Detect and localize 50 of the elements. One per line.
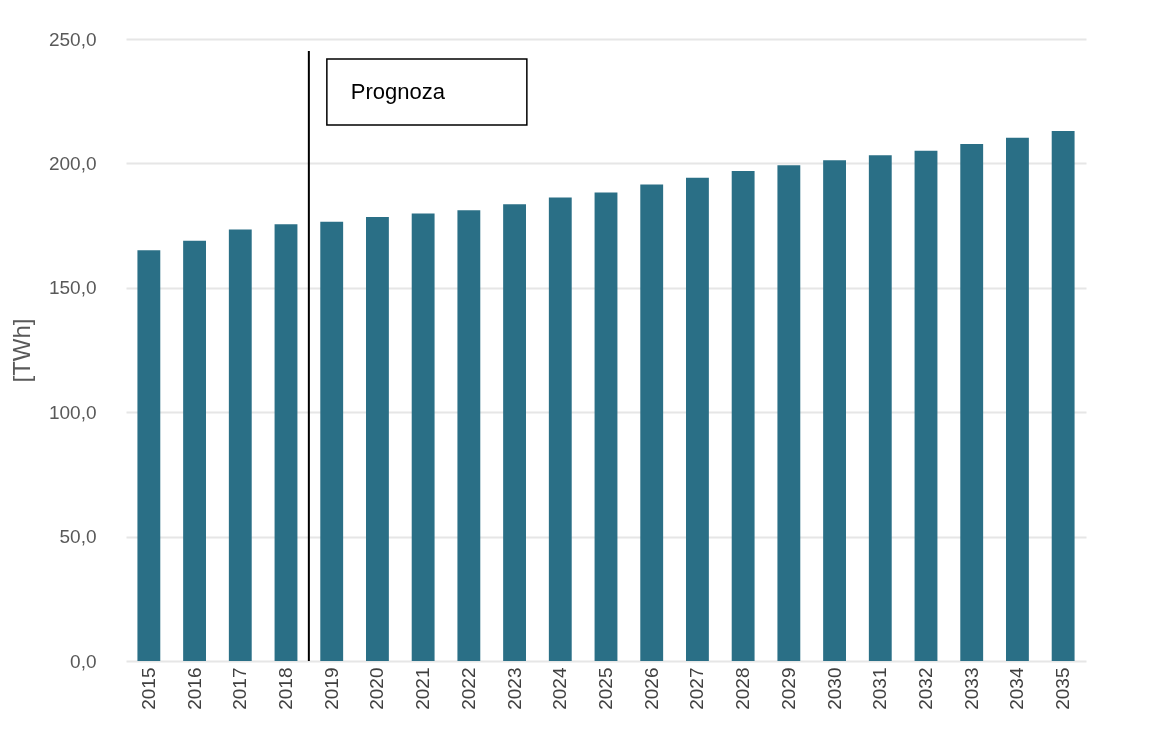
bar — [503, 204, 526, 661]
x-tick-label: 2020 — [366, 667, 388, 710]
bar — [548, 197, 572, 661]
bar — [411, 213, 435, 661]
y-axis-title: [TWh] — [7, 318, 35, 383]
x-tick-label: 2028 — [732, 667, 754, 710]
x-tick-label: 2032 — [915, 667, 936, 710]
x-tick-label: 2023 — [503, 667, 525, 710]
bar — [274, 224, 298, 661]
x-tick-label: 2030 — [823, 667, 845, 710]
bar — [960, 143, 984, 661]
bar — [868, 155, 892, 661]
x-tick-label: 2015 — [137, 667, 159, 710]
x-tick-label: 2033 — [960, 667, 982, 710]
bar — [320, 221, 344, 661]
x-tick-label: 2026 — [640, 667, 662, 710]
bar — [594, 192, 618, 661]
x-tick-label: 2017 — [229, 667, 251, 710]
ref-line-label: Prognoza — [350, 79, 446, 104]
bar — [686, 177, 709, 661]
x-tick-label: 2025 — [595, 667, 616, 710]
x-tick-label: 2024 — [549, 667, 571, 710]
bar — [183, 240, 206, 661]
bar — [777, 165, 801, 661]
x-tick-label: 2035 — [1052, 667, 1074, 710]
bar — [640, 184, 664, 661]
x-tick-label: 2019 — [320, 667, 342, 710]
bar — [914, 150, 938, 661]
y-tick-label: 100,0 — [48, 401, 97, 423]
x-tick-label: 2027 — [686, 667, 708, 710]
x-tick-label: 2016 — [183, 667, 205, 710]
bar — [457, 210, 481, 661]
bar — [1051, 131, 1075, 661]
bar — [228, 229, 252, 661]
bar — [366, 216, 389, 661]
x-tick-label: 2034 — [1006, 667, 1028, 710]
y-tick-label: 0,0 — [70, 650, 97, 672]
bar — [1006, 137, 1029, 661]
y-tick-label: 150,0 — [48, 277, 97, 299]
bar — [137, 250, 161, 661]
y-tick-label: 250,0 — [48, 28, 97, 50]
y-tick-label: 50,0 — [59, 526, 97, 548]
x-tick-label: 2029 — [777, 667, 799, 710]
bar — [731, 171, 755, 661]
x-tick-label: 2021 — [412, 667, 434, 710]
x-tick-label: 2031 — [869, 667, 891, 710]
x-tick-label: 2018 — [275, 667, 296, 710]
bar — [823, 160, 846, 661]
x-tick-label: 2022 — [457, 667, 479, 710]
y-tick-label: 200,0 — [48, 152, 97, 174]
